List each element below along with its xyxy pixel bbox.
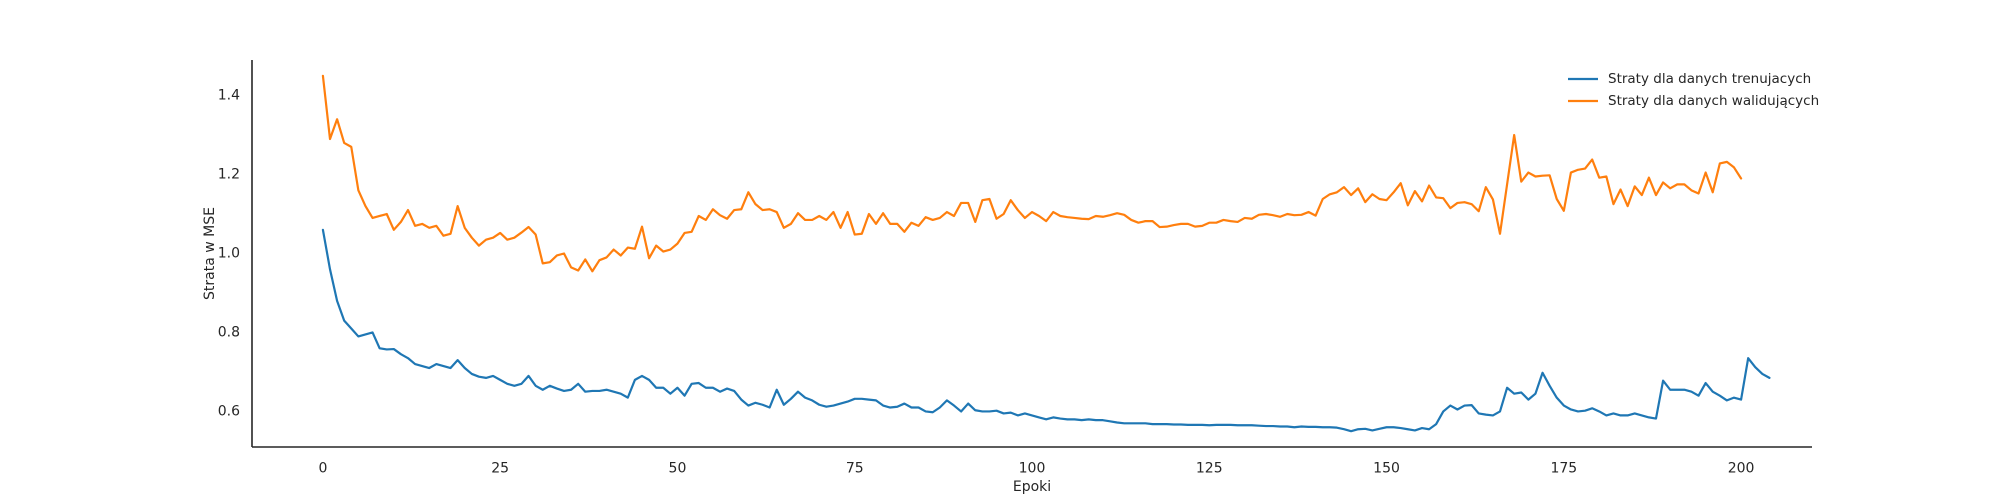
legend-label-2: Straty dla danych walidujących bbox=[1608, 93, 1819, 109]
x-tick-label: 100 bbox=[1019, 461, 1046, 477]
y-axis-label: Strata w MSE bbox=[202, 207, 218, 300]
y-tick-label: 1.0 bbox=[218, 246, 240, 262]
x-tick-label: 200 bbox=[1728, 461, 1755, 477]
plot-area bbox=[321, 74, 1771, 433]
y-tick-label: 0.8 bbox=[218, 324, 240, 340]
x-tick-label: 25 bbox=[491, 461, 509, 477]
x-tick-label: 150 bbox=[1373, 461, 1400, 477]
y-tick-label: 1.4 bbox=[218, 88, 240, 104]
legend: Straty dla danych trenujacych Straty dla … bbox=[1568, 71, 1819, 109]
x-axis-ticks: 0 25 50 75 100 125 150 175 200 bbox=[318, 461, 1754, 477]
y-axis-ticks: 0.6 0.8 1.0 1.2 1.4 bbox=[218, 88, 240, 420]
y-tick-label: 1.2 bbox=[218, 167, 240, 183]
x-tick-label: 75 bbox=[846, 461, 864, 477]
x-tick-label: 0 bbox=[318, 461, 327, 477]
x-tick-label: 125 bbox=[1196, 461, 1223, 477]
series-line-1 bbox=[321, 228, 1771, 433]
x-tick-label: 50 bbox=[669, 461, 687, 477]
x-axis-label: Epoki bbox=[1013, 479, 1051, 495]
series-line-2 bbox=[321, 74, 1743, 273]
legend-label-1: Straty dla danych trenujacych bbox=[1608, 71, 1811, 87]
x-tick-label: 175 bbox=[1550, 461, 1577, 477]
y-tick-label: 0.6 bbox=[218, 403, 240, 419]
